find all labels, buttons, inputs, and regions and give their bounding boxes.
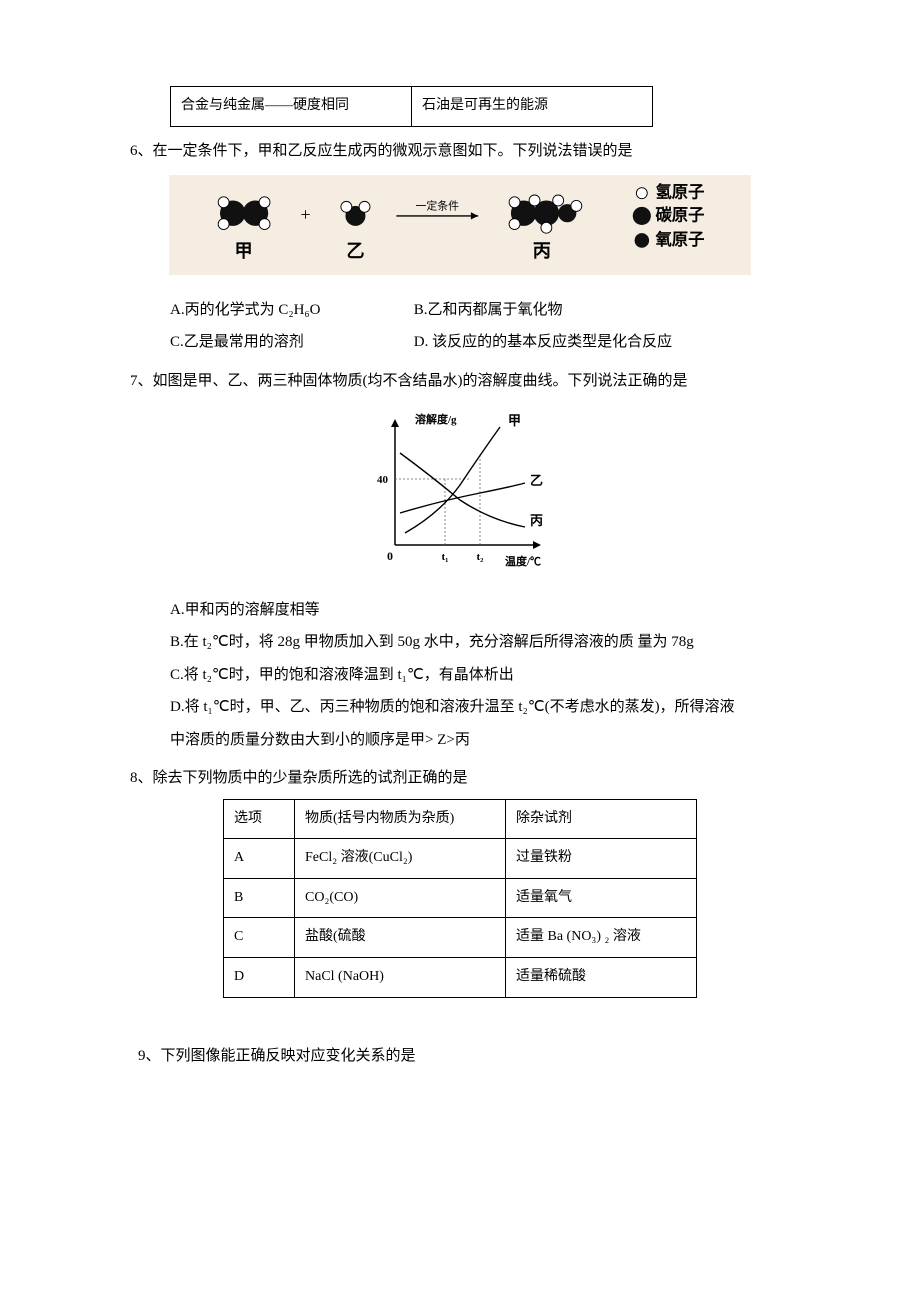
cell: CO₂(CO): [295, 878, 506, 918]
q6-opt-c: C.乙是最常用的溶剂: [170, 328, 410, 357]
th-sub: 物质(括号内物质为杂质): [295, 799, 506, 839]
q6-diagram: 甲 + 乙 一定条件 丙 氢原子: [130, 175, 790, 286]
x-label: 温度/℃: [505, 554, 541, 568]
cell: 过量铁粉: [506, 839, 697, 879]
series-bing: [400, 453, 525, 527]
table-row: C 盐酸(硫酸 适量 Ba (NO₃) ₂ 溶液: [224, 918, 697, 958]
q7-chart: 溶解度/g 温度/℃ 0 40 t₁ t₂ 甲 乙 丙: [130, 405, 790, 586]
origin-label: 0: [387, 549, 393, 563]
series-label-jia: 甲: [508, 413, 521, 428]
q7-prompt: 7、如图是甲、乙、两三种固体物质(均不含结晶水)的溶解度曲线。下列说法正确的是: [130, 367, 790, 396]
cell: A: [224, 839, 295, 879]
cell: B: [224, 878, 295, 918]
label-bing: 丙: [533, 241, 551, 261]
cell-right: 石油是可再生的能源: [412, 87, 653, 127]
legend-c: 碳原子: [655, 206, 704, 225]
q7-opt-d-pre: D.将 t₁℃时，甲、乙、丙三种物质的饱和溶液升温至 t₂℃(不考虑水的蒸发)，…: [170, 693, 790, 722]
arrow-condition: 一定条件: [415, 199, 459, 213]
label-jia: 甲: [235, 241, 253, 261]
x-arrow-icon: [533, 541, 541, 549]
table-row: A FeCl₂ 溶液(CuCl₂) 过量铁粉: [224, 839, 697, 879]
cell: 适量稀硫酸: [506, 957, 697, 997]
xtick-t2: t₂: [477, 551, 485, 563]
legend-o: 氧原子: [654, 230, 704, 249]
q6-opt-b: B.乙和丙都属于氧化物: [414, 302, 563, 318]
ytick-40: 40: [377, 474, 389, 486]
series-jia: [405, 427, 500, 533]
th-reagent: 除杂试剂: [506, 799, 697, 839]
cell: 适量氧气: [506, 878, 697, 918]
q6-opt-a: A.丙的化学式为 C₂H₆O: [170, 296, 410, 325]
cell: FeCl₂ 溶液(CuCl₂): [295, 839, 506, 879]
q5-table-fragment: 合金与纯金属——硬度相同 石油是可再生的能源: [170, 86, 653, 127]
label-yi: 乙: [346, 241, 364, 261]
cell: 盐酸(硫酸: [295, 918, 506, 958]
series-label-yi: 乙: [530, 473, 543, 488]
table-row: B CO₂(CO) 适量氧气: [224, 878, 697, 918]
legend-h: 氢原子: [655, 183, 704, 202]
xtick-t1: t₁: [442, 551, 449, 563]
table-header-row: 选项 物质(括号内物质为杂质) 除杂试剂: [224, 799, 697, 839]
cell: D: [224, 957, 295, 997]
q6-opts-row2: C.乙是最常用的溶剂 D. 该反应的的基本反应类型是化合反应: [170, 328, 790, 357]
q6-opt-d: D. 该反应的的基本反应类型是化合反应: [414, 334, 672, 350]
q6-prompt: 6、在一定条件下，甲和乙反应生成丙的微观示意图如下。下列说法错误的是: [130, 137, 790, 166]
q7-opt-c: C.将 t₂℃时，甲的饱和溶液降温到 t₁℃，有晶体析出: [170, 661, 790, 690]
q7-opt-b: B.在 t₂℃时，将 28g 甲物质加入到 50g 水中，充分溶解后所得溶液的质…: [170, 628, 790, 657]
cell: NaCl (NaOH): [295, 957, 506, 997]
q9-prompt: 9、下列图像能正确反映对应变化关系的是: [138, 1042, 790, 1071]
q7-opt-d-cont: 中溶质的质量分数由大到小的顺序是甲> Z>丙: [170, 726, 790, 755]
plus-icon: +: [300, 205, 310, 225]
cell: 适量 Ba (NO₃) ₂ 溶液: [506, 918, 697, 958]
q6-opts-row1: A.丙的化学式为 C₂H₆O B.乙和丙都属于氧化物: [170, 296, 790, 325]
y-arrow-icon: [391, 419, 399, 427]
table-row: 合金与纯金属——硬度相同 石油是可再生的能源: [171, 87, 653, 127]
q7-opt-a: A.甲和丙的溶解度相等: [170, 596, 790, 625]
cell: C: [224, 918, 295, 958]
table-row: D NaCl (NaOH) 适量稀硫酸: [224, 957, 697, 997]
q8-table: 选项 物质(括号内物质为杂质) 除杂试剂 A FeCl₂ 溶液(CuCl₂) 过…: [223, 799, 697, 998]
cell-left: 合金与纯金属——硬度相同: [171, 87, 412, 127]
series-label-bing: 丙: [530, 513, 543, 528]
legend: 氢原子 碳原子 氧原子: [633, 183, 705, 249]
series-yi: [400, 483, 525, 513]
q8-prompt: 8、除去下列物质中的少量杂质所选的试剂正确的是: [130, 764, 790, 793]
y-label: 溶解度/g: [415, 412, 457, 426]
th-opt: 选项: [224, 799, 295, 839]
